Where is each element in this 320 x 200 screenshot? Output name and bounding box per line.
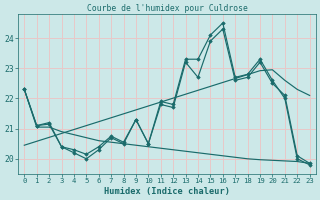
Title: Courbe de l'humidex pour Culdrose: Courbe de l'humidex pour Culdrose (86, 4, 247, 13)
X-axis label: Humidex (Indice chaleur): Humidex (Indice chaleur) (104, 187, 230, 196)
